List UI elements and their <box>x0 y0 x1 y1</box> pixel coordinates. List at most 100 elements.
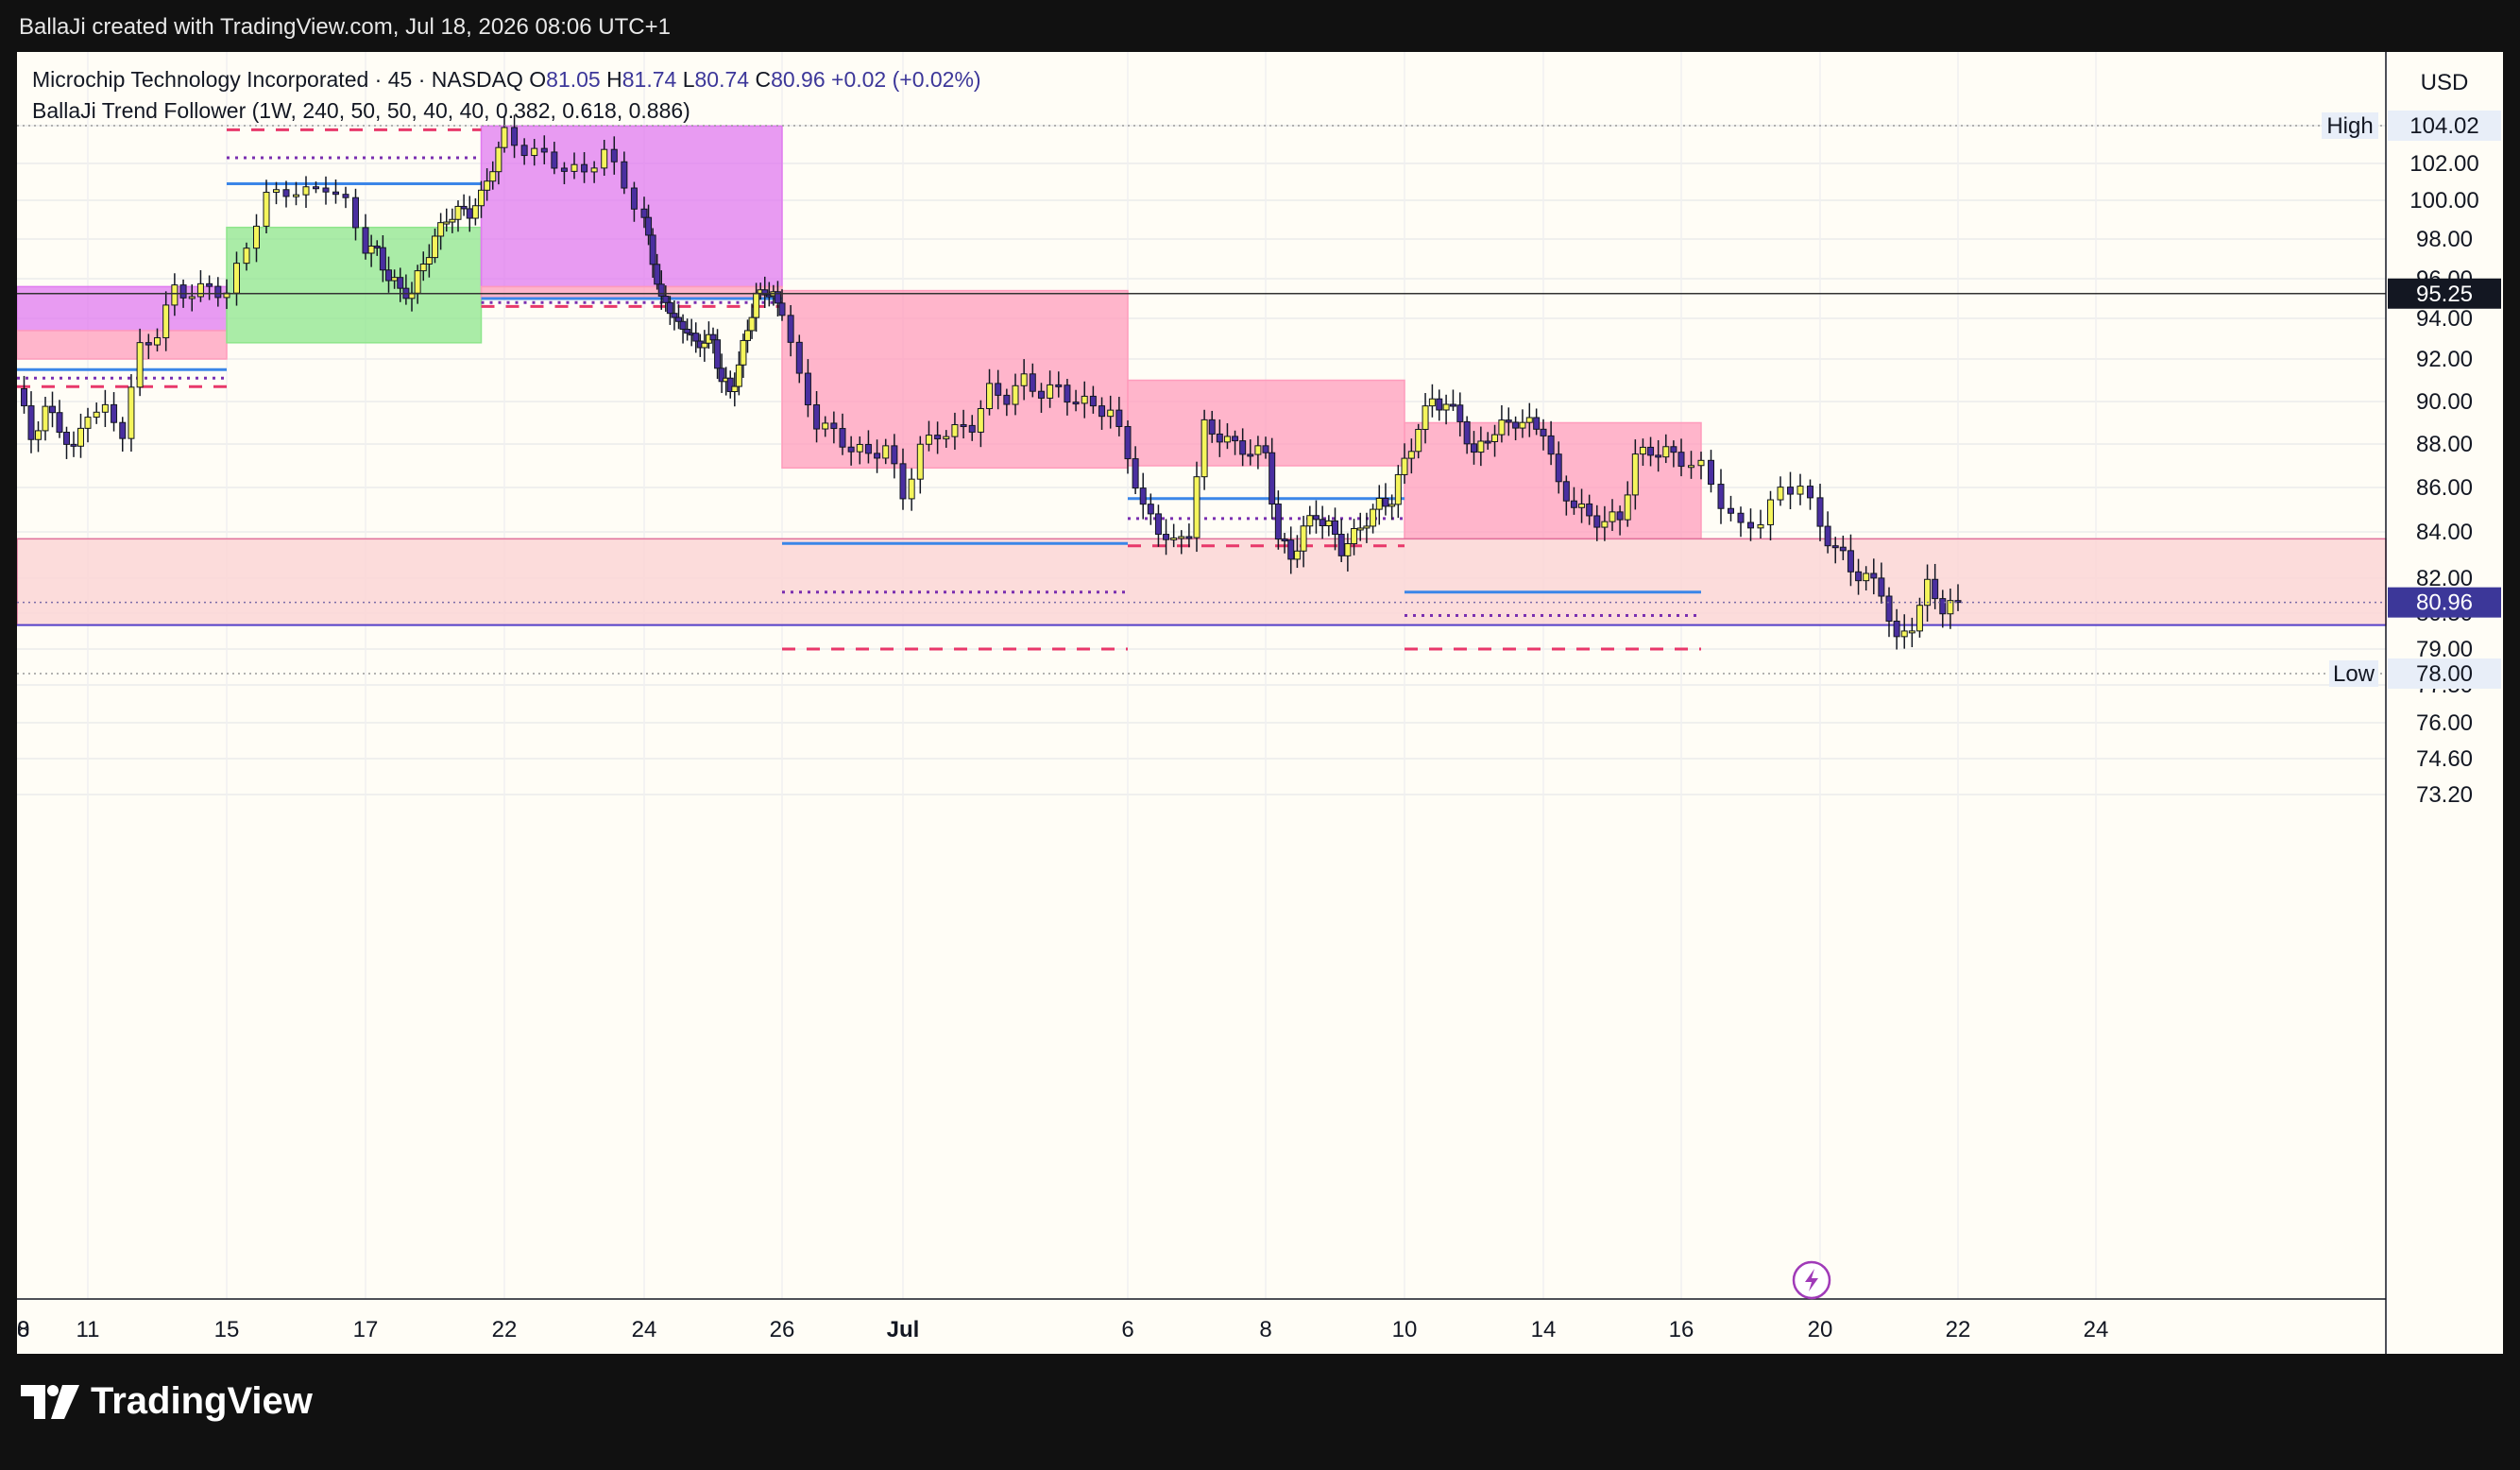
candle-down <box>864 443 872 454</box>
candle-down <box>1124 426 1132 460</box>
candle-up <box>1375 497 1383 510</box>
candle-up <box>1306 515 1314 527</box>
candle-up <box>916 443 924 480</box>
indicator-legend[interactable]: BallaJi Trend Follower (1W, 240, 50, 50,… <box>32 98 690 123</box>
open-label: O <box>529 67 547 92</box>
candle-down <box>1547 435 1555 455</box>
time-tick-label: 15 <box>214 1317 240 1342</box>
candle-up <box>1401 457 1408 475</box>
last-price-badge <box>2388 587 2501 618</box>
candle-down <box>761 289 769 296</box>
candle-down <box>995 383 1002 396</box>
candle-up <box>302 186 310 196</box>
candle-down <box>621 161 628 189</box>
candle-down <box>520 145 528 157</box>
candle-down <box>145 342 152 346</box>
price-tick-label: 94.00 <box>2416 306 2473 332</box>
candle-down <box>1037 390 1045 399</box>
price-chart[interactable]: USD104.02102.00100.0098.0096.0094.0092.0… <box>17 52 2503 1354</box>
candle-up <box>1601 521 1609 528</box>
candle-up <box>484 180 491 191</box>
candle-down <box>671 313 678 318</box>
candle-down <box>1382 497 1389 507</box>
currency-label: USD <box>2421 70 2469 95</box>
candle-down <box>21 388 27 407</box>
candle-up <box>1344 543 1352 556</box>
candle-down <box>1885 595 1893 622</box>
time-tick-label: 11 <box>77 1317 100 1342</box>
candle-up <box>501 127 508 148</box>
candle-up <box>1609 511 1616 522</box>
high-value: 104.02 <box>2409 113 2478 139</box>
candle-down <box>511 127 519 146</box>
candle-up <box>1356 527 1364 531</box>
close-label: C <box>755 67 772 92</box>
candle-up <box>1200 419 1208 478</box>
price-tick-label: 74.60 <box>2416 746 2473 772</box>
candle-up <box>951 424 959 437</box>
high-price-badge <box>2388 111 2501 141</box>
candle-down <box>1147 504 1154 515</box>
candle-down <box>839 428 846 448</box>
candle-up <box>1428 398 1436 407</box>
candle-down <box>1655 454 1662 458</box>
candle-down <box>1505 419 1512 423</box>
candle-up <box>1415 429 1422 453</box>
candle-down <box>774 291 781 304</box>
candle-down <box>968 424 976 433</box>
candle-down <box>1787 487 1794 495</box>
candle-down <box>1878 577 1885 597</box>
candle-down <box>1824 525 1831 547</box>
price-tick-label: 82.00 <box>2416 566 2473 591</box>
candle-up <box>1947 600 1954 615</box>
tradingview-logo-icon <box>21 1384 79 1419</box>
candle-up <box>253 225 260 249</box>
low-badge <box>2329 660 2378 687</box>
time-tick-label: 8 <box>1259 1317 1271 1342</box>
candle-up <box>753 292 760 318</box>
candle-up <box>1388 504 1396 507</box>
candle-up <box>367 245 375 254</box>
candle-up <box>154 337 161 346</box>
low-label: Low <box>2333 661 2375 687</box>
candle-up <box>263 192 270 227</box>
candle-up <box>1631 453 1639 496</box>
candle-down <box>1839 546 1847 552</box>
candle-down <box>352 197 359 229</box>
candle-up <box>489 171 497 182</box>
candle-up <box>1107 409 1115 418</box>
candle-down <box>1484 440 1491 444</box>
candle-down <box>1463 420 1471 445</box>
candle-down <box>179 284 187 299</box>
candle-up <box>1863 573 1870 582</box>
candle-down <box>1737 512 1745 523</box>
candle-down <box>787 315 794 343</box>
candle-up <box>93 411 100 419</box>
candle-down <box>1281 538 1288 542</box>
candle-down <box>379 247 386 271</box>
candle-down <box>1670 446 1677 453</box>
candle-down <box>1816 497 1824 527</box>
candle-up <box>925 435 932 445</box>
candle-down <box>111 403 118 423</box>
candle-up <box>744 330 751 341</box>
candle-down <box>119 421 127 439</box>
candle-down <box>1586 503 1593 517</box>
candle-down <box>1003 394 1011 405</box>
candle-down <box>282 189 290 197</box>
candle-down <box>718 368 725 383</box>
candle-down <box>1269 452 1276 505</box>
candle-up <box>1442 403 1450 411</box>
candle-up <box>1908 630 1916 634</box>
candle-down <box>1232 436 1239 442</box>
tradingview-logo[interactable]: TradingView <box>21 1380 313 1423</box>
candle-up <box>293 194 299 197</box>
candle-down <box>813 404 821 430</box>
candle-down <box>899 463 907 500</box>
candle-down <box>630 187 638 210</box>
time-tick-label: 26 <box>770 1317 795 1342</box>
candle-up <box>1170 537 1178 540</box>
candle-up <box>432 235 438 259</box>
candle-up <box>1047 384 1054 399</box>
candle-down <box>640 208 648 218</box>
